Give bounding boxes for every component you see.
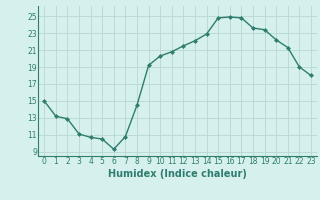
X-axis label: Humidex (Indice chaleur): Humidex (Indice chaleur) (108, 169, 247, 179)
